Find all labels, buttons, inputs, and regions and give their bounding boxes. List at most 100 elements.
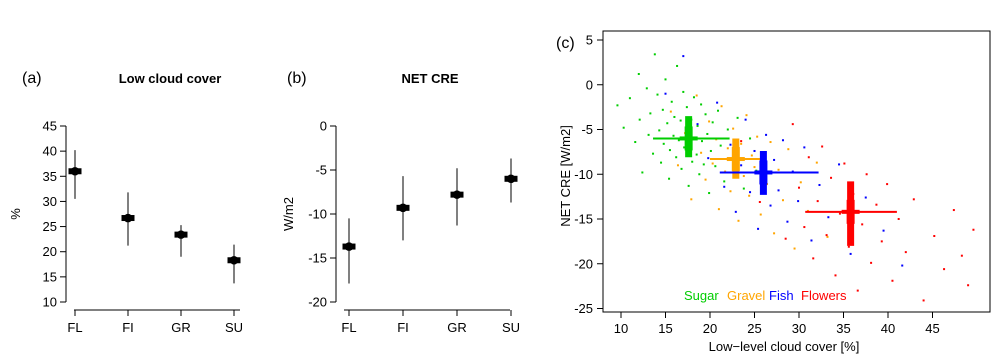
- panel-c-point-flowers: [904, 251, 907, 254]
- panel-c-point-sugar: [656, 93, 659, 96]
- panel-c-point-fish: [716, 101, 719, 104]
- panel-c-point-flowers: [758, 200, 761, 203]
- panel-c-point-flowers: [943, 268, 946, 271]
- panel-c-point-sugar: [666, 122, 669, 125]
- panel-c-point-sugar: [672, 134, 675, 137]
- panel-c-point-sugar: [719, 144, 722, 147]
- panel-c-point-fish: [773, 158, 776, 161]
- panel-a-x-ticks: FL FI GR SU: [67, 310, 243, 335]
- panel-c-point-sugar: [692, 96, 695, 99]
- panel-a-mean-point: [70, 166, 80, 176]
- panel-c-point-gravel: [748, 194, 751, 197]
- panel-a-y-tick-label: 40: [43, 144, 57, 159]
- panel-c-point-sugar: [683, 146, 686, 149]
- panel-c-point-sugar: [638, 118, 641, 121]
- panel-c-legend: Sugar Gravel Fish Flowers: [684, 288, 847, 303]
- panel-c-point-gravel: [769, 141, 772, 144]
- panel-c-point-sugar: [652, 152, 655, 155]
- panel-c-point-sugar: [668, 177, 671, 180]
- panel-c-point-sugar: [717, 109, 720, 112]
- panel-c-point-sugar: [653, 53, 656, 56]
- panel-c-label: (c): [556, 35, 575, 52]
- panel-c-y-axis-label: NET CRE [W/m2]: [558, 125, 573, 227]
- panel-c-point-sugar: [702, 163, 705, 166]
- panel-c-point-sugar: [680, 167, 683, 170]
- panel-c-point-flowers: [784, 237, 787, 240]
- panel-c-legend-gravel: Gravel: [727, 288, 765, 303]
- panel-b-mean-point: [506, 174, 516, 184]
- panel-c-point-sugar: [687, 184, 690, 187]
- panel-c-center-crossbar-fish: [754, 170, 773, 175]
- panel-c-point-gravel: [732, 127, 735, 130]
- panel-c-x-axis-label: Low−level cloud cover [%]: [709, 339, 860, 354]
- panel-c-x-tick-label: 10: [614, 321, 628, 336]
- panel-c-point-gravel: [711, 162, 714, 165]
- panel-c-point-fish: [781, 139, 784, 142]
- panel-c-point-flowers: [791, 123, 794, 126]
- panel-c-point-gravel: [717, 208, 720, 211]
- panel-b-y-axis-label: W/m2: [281, 197, 296, 231]
- panel-b-y-tick-label: -15: [308, 251, 327, 266]
- panel-c-point-sugar: [726, 128, 729, 131]
- panel-c-point-flowers: [880, 240, 883, 243]
- panel-c-point-flowers: [838, 212, 841, 215]
- panel-b-mean-point: [344, 242, 354, 251]
- panel-c-point-sugar: [677, 139, 680, 142]
- panel-c-point-flowers: [803, 226, 806, 229]
- panel-c-point-gravel: [669, 110, 672, 113]
- panel-c-point-flowers: [843, 162, 846, 165]
- panel-c-point-gravel: [704, 178, 707, 181]
- panel-c-point-sugar: [749, 137, 752, 140]
- panel-c-point-gravel: [729, 190, 732, 193]
- panel-c-plot-frame: [602, 30, 991, 313]
- panel-c-y-tick-label: 5: [586, 33, 593, 48]
- panel-c-point-sugar: [662, 142, 665, 145]
- panel-c-point-sugar: [660, 161, 663, 164]
- panel-b-net-cre: (b) NET CRE W/m2 0 -5 -10 -15 -20 FL FI GR SU: [281, 70, 520, 335]
- panel-c-point-fish: [786, 220, 789, 223]
- panel-c-y-tick-label: -15: [574, 212, 593, 227]
- panel-c-point-gravel: [676, 164, 679, 167]
- panel-a-y-axis-label: %: [8, 208, 23, 220]
- panel-c-point-fish: [849, 252, 852, 255]
- panel-c-point-fish: [729, 143, 732, 146]
- panel-c-point-fish: [696, 123, 699, 126]
- panel-c-point-sugar: [700, 140, 703, 143]
- panel-c-point-sugar: [736, 116, 739, 119]
- panel-c-point-flowers: [830, 176, 833, 179]
- panel-c-point-gravel: [781, 199, 784, 202]
- panel-c-point-flowers: [812, 257, 815, 260]
- panel-c-point-gravel: [799, 181, 802, 184]
- panel-b-x-ticks: FL FI GR SU: [341, 310, 520, 335]
- panel-c-point-gravel: [750, 154, 753, 157]
- panel-c-point-sugar: [709, 149, 712, 152]
- panel-c-x-ticks: 10 15 20 25 30 35 40 45: [614, 312, 940, 336]
- panel-c-point-flowers: [807, 156, 810, 159]
- panel-c-scatter: (c) NET CRE [W/m2] Low−level cloud cover…: [556, 30, 991, 354]
- panel-c-point-sugar: [670, 100, 673, 103]
- panel-c-point-fish: [818, 183, 821, 186]
- panel-c-point-sugar: [700, 103, 703, 106]
- panel-c-y-tick-label: -5: [581, 122, 593, 137]
- panel-a-mean-point: [229, 255, 239, 265]
- panel-c-y-ticks: 5 0 -5 -10 -15 -20 -25: [574, 33, 603, 316]
- panel-c-point-sugar: [664, 78, 667, 81]
- panel-c-x-tick-label: 15: [658, 321, 672, 336]
- panel-c-x-tick-label: 25: [747, 321, 761, 336]
- panel-c-point-flowers: [821, 145, 824, 148]
- panel-c-point-sugar: [649, 112, 652, 115]
- panel-a-x-tick-label: SU: [225, 320, 243, 335]
- panel-c-point-sugar: [676, 64, 679, 67]
- panel-c-x-tick-label: 35: [836, 321, 850, 336]
- panel-c-point-gravel: [787, 148, 790, 151]
- panel-c-point-sugar: [622, 126, 625, 129]
- panel-c-point-gravel: [740, 142, 743, 145]
- panel-c-center-crossbar-gravel: [726, 157, 745, 162]
- panel-c-point-sugar: [675, 156, 678, 159]
- panel-b-mean-point: [452, 190, 462, 199]
- panel-c-point-flowers: [967, 284, 970, 287]
- panel-b-x-tick-label: FL: [341, 320, 356, 335]
- panel-c-point-flowers: [922, 299, 925, 302]
- panel-b-label: (b): [287, 70, 307, 87]
- panel-b-x-tick-label: SU: [502, 320, 520, 335]
